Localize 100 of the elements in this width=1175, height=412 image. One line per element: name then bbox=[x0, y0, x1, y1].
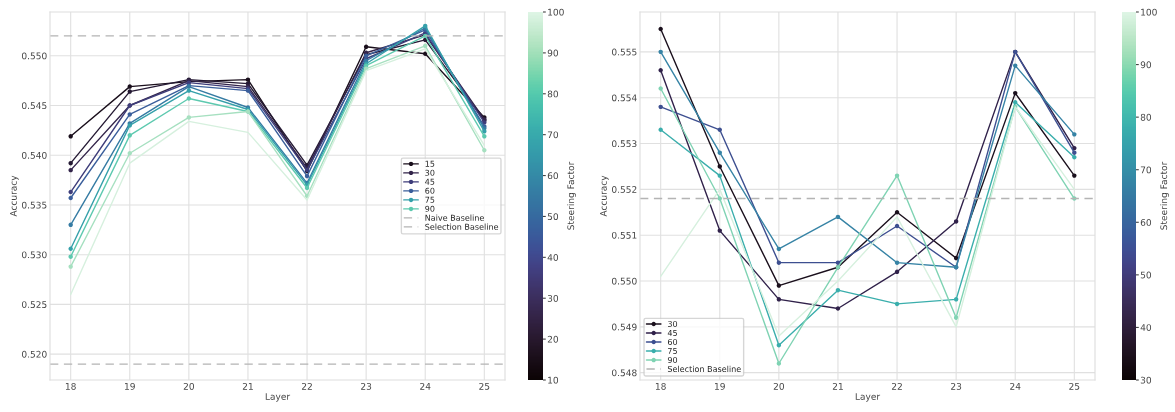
point bbox=[717, 228, 722, 233]
x-axis-title: Layer bbox=[265, 393, 291, 402]
point bbox=[186, 88, 192, 93]
legend-label: 75 bbox=[425, 196, 435, 203]
x-tick-label: 25 bbox=[1069, 382, 1080, 390]
legend-label: 60 bbox=[667, 338, 678, 345]
point bbox=[68, 246, 73, 251]
point bbox=[835, 306, 841, 311]
point bbox=[68, 254, 73, 259]
point bbox=[423, 43, 428, 49]
color-bar-label: 90 bbox=[1140, 61, 1152, 69]
x-tick-label: 19 bbox=[715, 382, 725, 390]
point bbox=[717, 164, 722, 169]
y-tick-label: 0.548 bbox=[611, 369, 637, 377]
color-bar-label: 40 bbox=[1140, 324, 1152, 331]
y-tick-label: 0.554 bbox=[611, 94, 637, 102]
x-tick-label: 25 bbox=[479, 382, 490, 390]
x-tick-label: 21 bbox=[242, 382, 253, 390]
color-bar-label: 60 bbox=[547, 172, 559, 180]
color-bar-label: 30 bbox=[547, 294, 559, 302]
color-bar-label: 50 bbox=[1140, 271, 1152, 279]
legend-label: 45 bbox=[667, 329, 677, 336]
color-bar-label: 30 bbox=[1140, 376, 1152, 384]
x-tick-label: 20 bbox=[773, 382, 785, 390]
legend-label: 90 bbox=[667, 356, 678, 363]
point bbox=[835, 214, 841, 220]
x-tick-label: 24 bbox=[1010, 382, 1021, 390]
point bbox=[717, 173, 722, 178]
color-bar-title: Steering Factor bbox=[567, 161, 576, 230]
x-tick-label: 23 bbox=[951, 382, 962, 390]
x-tick-label: 18 bbox=[65, 382, 76, 390]
color-bar-title: Steering Factor bbox=[1160, 161, 1169, 230]
y-tick-label: 0.530 bbox=[21, 251, 47, 259]
x-axis-title: Layer bbox=[855, 393, 881, 402]
color-bar-label: 70 bbox=[547, 131, 559, 139]
point bbox=[127, 84, 132, 89]
point bbox=[776, 283, 782, 288]
point bbox=[894, 301, 900, 307]
legend-label: 15 bbox=[425, 160, 435, 167]
point bbox=[127, 112, 132, 117]
point bbox=[186, 96, 192, 101]
x-tick-label: 22 bbox=[301, 382, 312, 390]
point bbox=[127, 89, 132, 94]
color-bar-label: 70 bbox=[1140, 166, 1152, 174]
y-axis-title: Accuracy bbox=[10, 175, 19, 217]
x-tick-label: 19 bbox=[125, 382, 135, 390]
color-bar-label: 100 bbox=[548, 8, 564, 16]
point bbox=[1072, 132, 1077, 137]
legend-label: 30 bbox=[668, 320, 678, 327]
y-tick-label: 0.553 bbox=[611, 140, 637, 148]
legend-label: Selection Baseline bbox=[425, 223, 499, 230]
y-tick-label: 0.552 bbox=[611, 186, 637, 193]
legend-label: Selection Baseline bbox=[667, 365, 741, 372]
x-tick-label: 22 bbox=[891, 382, 902, 390]
y-tick-label: 0.550 bbox=[21, 52, 47, 60]
x-tick-label: 24 bbox=[420, 382, 431, 390]
point bbox=[717, 196, 722, 201]
y-tick-label: 0.525 bbox=[21, 301, 47, 308]
legend-label: 75 bbox=[668, 348, 677, 354]
point bbox=[1072, 150, 1077, 155]
point bbox=[482, 134, 487, 139]
y-tick-label: 0.540 bbox=[21, 151, 47, 159]
color-bar-label: 100 bbox=[1141, 8, 1157, 16]
x-tick-label: 18 bbox=[655, 382, 666, 390]
point bbox=[894, 223, 900, 229]
color-bar-label: 80 bbox=[1140, 113, 1152, 121]
point bbox=[68, 264, 73, 269]
point bbox=[127, 151, 132, 156]
y-tick-label: 0.545 bbox=[21, 102, 47, 110]
color-bar-label: 20 bbox=[547, 335, 559, 343]
y-tick-label: 0.549 bbox=[611, 323, 637, 331]
x-tick-label: 21 bbox=[832, 382, 843, 390]
x-tick-label: 23 bbox=[361, 382, 372, 390]
color-bar-label: 80 bbox=[547, 90, 559, 98]
color-bar-label: 40 bbox=[547, 254, 559, 261]
point bbox=[717, 127, 722, 132]
point bbox=[776, 361, 782, 366]
color-bar-label: 60 bbox=[1140, 219, 1152, 226]
y-tick-label: 0.555 bbox=[611, 48, 637, 56]
legend-label: 60 bbox=[425, 187, 435, 194]
x-tick-label: 20 bbox=[183, 382, 195, 390]
point bbox=[953, 255, 959, 261]
point bbox=[1072, 173, 1077, 178]
y-tick-label: 0.550 bbox=[611, 277, 637, 285]
point bbox=[304, 173, 310, 179]
legend-label: 90 bbox=[425, 205, 435, 212]
point bbox=[894, 173, 900, 178]
y-tick-label: 0.535 bbox=[21, 201, 47, 209]
point bbox=[363, 44, 369, 50]
legend-label: Naive Baseline bbox=[425, 214, 484, 221]
point bbox=[776, 246, 782, 252]
legend-label: 30 bbox=[425, 169, 435, 176]
point bbox=[658, 86, 663, 91]
legend-label: 45 bbox=[425, 178, 435, 185]
y-tick-label: 0.551 bbox=[611, 231, 637, 239]
color-bar-label: 10 bbox=[548, 376, 559, 384]
point bbox=[1013, 63, 1018, 68]
y-axis-title: Accuracy bbox=[600, 175, 609, 217]
point bbox=[776, 342, 782, 348]
color-bar-label: 50 bbox=[547, 213, 559, 220]
